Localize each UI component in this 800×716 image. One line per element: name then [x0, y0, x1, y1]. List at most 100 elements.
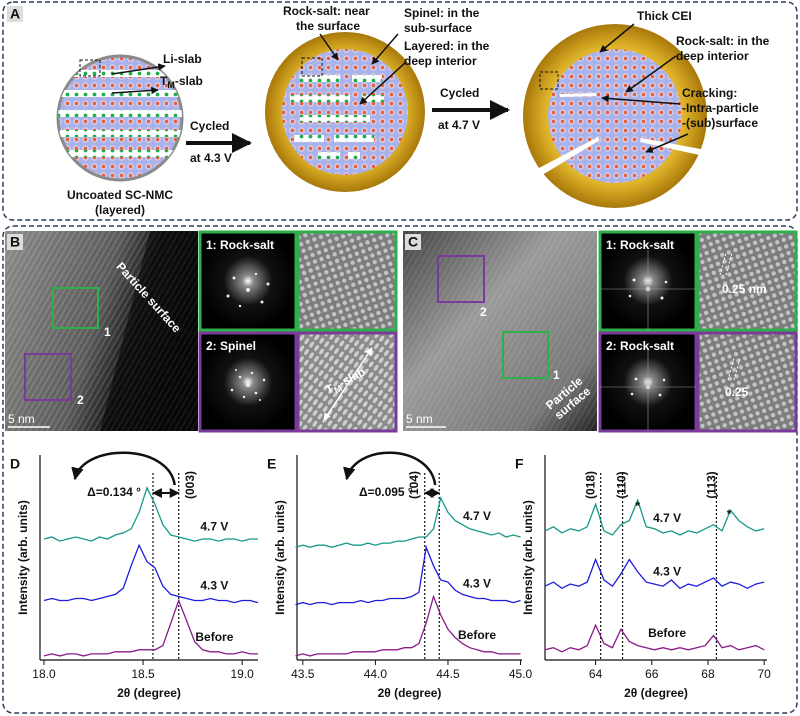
x-tick-label: 18.5	[131, 667, 155, 681]
scale-bar-label: 5 nm	[8, 412, 35, 426]
series-label: 4.3 V	[200, 579, 228, 593]
step-label: Cycled	[190, 119, 229, 133]
series-label: 4.3 V	[463, 577, 491, 591]
annotation: sub-surface	[404, 21, 472, 35]
x-tick-label: 68	[701, 667, 715, 681]
series-label: Before	[458, 628, 496, 642]
x-axis-label: 2θ (degree)	[378, 686, 442, 700]
spectrum-line	[295, 496, 521, 548]
li-slab-label: Li-slab	[163, 52, 202, 66]
x-tick-label: 19.0	[230, 667, 254, 681]
annotation: the surface	[296, 19, 360, 33]
spectrum-line	[544, 498, 765, 536]
tm-sub: M	[167, 80, 175, 90]
peak-label: (003)	[183, 471, 197, 499]
step-label: at 4.7 V	[438, 118, 480, 132]
x-axis-label: 2θ (degree)	[624, 686, 688, 700]
region-label: 2	[77, 393, 84, 407]
panel-label-box	[405, 234, 421, 250]
annotation: deep interior	[404, 54, 477, 68]
annotation: Rock-salt: near	[283, 4, 370, 18]
shift-arrow	[71, 451, 176, 486]
fft-label: 2: Rock-salt	[606, 339, 674, 353]
tm-base: T	[160, 74, 168, 88]
annotation: -Intra-particle	[682, 101, 759, 115]
panel-label: D	[10, 456, 20, 472]
spectrum-line	[43, 486, 258, 542]
shift-arrow	[343, 451, 437, 486]
fft-label: 1: Rock-salt	[206, 238, 274, 252]
region-label: 1	[104, 325, 111, 339]
annotation: Spinel: in the	[404, 6, 480, 20]
d-spacing-label: 0.25	[725, 385, 749, 399]
step-label: at 4.3 V	[190, 151, 232, 165]
annotation: Rock-salt: in the	[676, 34, 770, 48]
spectrum-line	[43, 598, 258, 657]
tm-sub: M	[333, 383, 344, 395]
spectrum-line	[544, 623, 765, 653]
spectrum-line	[295, 544, 521, 606]
spectrum-line	[544, 557, 765, 590]
panel-bf-frame	[2, 225, 798, 714]
pristine-label: (layered)	[95, 203, 145, 217]
fft-c	[598, 230, 798, 433]
y-axis-label: Intensity (arb. units)	[521, 500, 535, 615]
xrd-charts: D Intensity (arb. units) 2θ (degree) 18.0 18…	[10, 451, 772, 700]
region-label: 2	[480, 305, 487, 319]
annotation: Cracking:	[682, 86, 737, 100]
series-label: 4.3 V	[653, 564, 681, 578]
series-label: Before	[195, 630, 233, 644]
peak-label: (110)	[614, 471, 628, 498]
annotation: -(sub)surface	[682, 116, 758, 130]
x-axis-label: 2θ (degree)	[117, 686, 181, 700]
particle-47v	[520, 23, 707, 208]
step-label: Cycled	[440, 86, 479, 100]
x-tick-label: 66	[645, 667, 659, 681]
y-axis-label: Intensity (arb. units)	[273, 500, 287, 615]
series-label: 4.7 V	[653, 511, 681, 525]
region-label: 1	[553, 368, 560, 382]
peak-marker: *	[727, 507, 732, 521]
panel-label-box	[7, 234, 23, 250]
series-label: Before	[648, 626, 686, 640]
pristine-label: Uncoated SC-NMC	[67, 188, 173, 202]
fft-b	[198, 230, 398, 433]
x-tick-label: 44.5	[436, 667, 460, 681]
annotation: Layered: in the	[404, 39, 490, 53]
panel-label: C	[408, 234, 418, 250]
x-tick-label: 70	[758, 667, 772, 681]
spectrum-line	[43, 543, 259, 604]
particle-43v	[265, 32, 425, 192]
panel-label: A	[10, 6, 20, 22]
panel-label: F	[515, 456, 524, 472]
y-axis-label: Intensity (arb. units)	[16, 500, 30, 615]
tm-slab-label: TM-slab	[160, 74, 203, 90]
d-spacing-label: 0.25 nm	[722, 282, 767, 296]
x-tick-label: 44.0	[364, 667, 388, 681]
spectrum-line	[295, 594, 521, 657]
tm-suffix: -slab	[175, 74, 203, 88]
series-label: 4.7 V	[200, 519, 228, 533]
x-tick-label: 43.5	[291, 667, 315, 681]
delta-label: Δ=0.095 °	[359, 485, 413, 499]
x-tick-label: 45.0	[509, 667, 533, 681]
scale-bar-label: 5 nm	[406, 412, 433, 426]
stem-image-b	[5, 231, 198, 431]
peak-label: (018)	[584, 471, 598, 499]
fft-label: 2: Spinel	[206, 339, 256, 353]
panel-label-box	[7, 6, 23, 22]
annotation: deep interior	[676, 49, 749, 63]
x-tick-label: 18.0	[32, 667, 56, 681]
peak-label: (104)	[407, 471, 421, 499]
panel-a-frame	[2, 1, 798, 221]
series-label: 4.7 V	[463, 509, 491, 523]
delta-label: Δ=0.134 °	[87, 485, 141, 499]
stem-image-c	[403, 231, 597, 431]
x-tick-label: 64	[589, 667, 603, 681]
fft-label: 1: Rock-salt	[606, 238, 674, 252]
annotation: Thick CEI	[637, 9, 692, 23]
peak-marker: *	[635, 499, 640, 513]
peak-label: (113)	[704, 471, 718, 498]
panel-label: E	[267, 456, 276, 472]
